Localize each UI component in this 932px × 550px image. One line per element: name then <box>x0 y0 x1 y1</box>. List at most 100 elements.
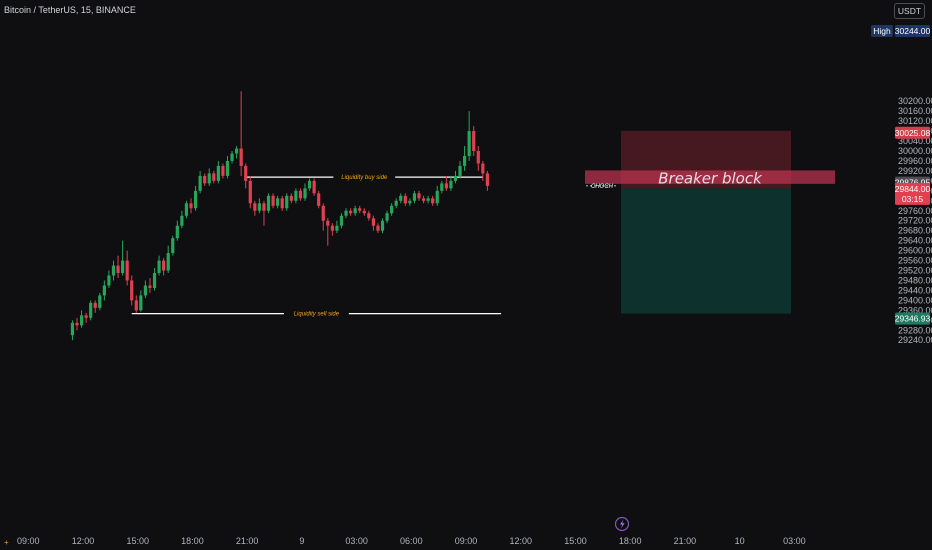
y-tick-label: 29960.00 <box>898 156 932 166</box>
x-tick-label: 15:00 <box>126 536 149 546</box>
candle <box>403 193 407 206</box>
candle <box>248 175 252 209</box>
candle <box>152 268 157 291</box>
candle <box>143 280 147 298</box>
candle <box>180 210 184 229</box>
x-tick-label: 12:00 <box>72 536 95 546</box>
liquidity-label-2: Liquidity sell side <box>294 312 340 318</box>
candle <box>289 193 293 204</box>
candle <box>239 91 243 176</box>
candle <box>303 183 307 201</box>
candle <box>467 111 471 161</box>
y-tick-label: 29440.00 <box>898 285 932 295</box>
choch-label: CHOCH <box>591 184 614 190</box>
candles-layer <box>70 91 489 341</box>
candle <box>335 220 339 234</box>
x-tick-label: 10 <box>735 536 745 546</box>
stop-price-tag-bg <box>895 126 930 139</box>
candle <box>367 210 371 221</box>
high-tag-label-bg <box>871 25 893 37</box>
candle <box>444 175 448 191</box>
candle <box>358 205 362 214</box>
price-tags: High 30244.00 30025.08 29876.9529844.0003:1… <box>871 25 930 325</box>
y-tick-label: 29400.00 <box>898 295 932 305</box>
candle <box>107 270 111 288</box>
candle <box>294 188 298 204</box>
candle <box>198 170 202 194</box>
x-tick-label: 18:00 <box>181 536 204 546</box>
candle <box>371 215 375 231</box>
candle <box>98 292 102 311</box>
candle <box>481 160 485 181</box>
y-tick-label: 29600.00 <box>898 246 932 256</box>
candle <box>390 203 394 216</box>
candle <box>349 208 353 216</box>
breaker-price-tag: 29876.95 <box>895 178 931 188</box>
candle <box>298 188 303 201</box>
candle <box>380 218 385 234</box>
currency-button[interactable]: USDT <box>894 3 925 19</box>
candle <box>125 250 129 286</box>
candle <box>271 193 275 209</box>
candle <box>212 170 216 184</box>
y-tick-label: 29920.00 <box>898 166 932 176</box>
candle <box>435 185 439 206</box>
x-tick-label: 06:00 <box>400 536 423 546</box>
candle <box>426 195 430 204</box>
candle <box>266 193 271 214</box>
candle <box>225 155 230 179</box>
candle <box>175 220 179 241</box>
candle <box>449 175 453 191</box>
target-price-tag: 29346.93 <box>895 314 931 324</box>
candle <box>421 195 426 204</box>
current-timer-tag-bg <box>895 192 930 205</box>
candle <box>157 255 161 276</box>
candle <box>134 295 138 313</box>
target-zone <box>621 188 791 314</box>
candle <box>235 146 239 159</box>
candle <box>75 317 79 331</box>
candle <box>89 300 93 321</box>
candle <box>166 245 170 274</box>
candle <box>244 163 248 189</box>
candle <box>339 213 344 229</box>
x-tick-label: 21:00 <box>236 536 259 546</box>
x-tick-label: 18:00 <box>619 536 642 546</box>
candle <box>453 170 458 184</box>
candle <box>476 146 480 171</box>
x-tick-label: 15:00 <box>564 536 587 546</box>
current-price-tag: 29844.00 <box>895 184 931 194</box>
candle <box>485 170 489 191</box>
candle <box>230 151 234 164</box>
x-axis[interactable]: 09:00 12:00 15:00 18:00 21:00 9 03:00 06:00 09:0… <box>17 536 806 546</box>
annotations-layer: Breaker block CHOCH <box>586 169 763 190</box>
y-tick-label: 29280.00 <box>898 325 932 335</box>
candle <box>276 195 280 209</box>
candle <box>440 180 444 194</box>
candle <box>285 193 289 211</box>
candle <box>262 200 266 226</box>
candle <box>431 195 435 206</box>
y-tick-label: 29240.00 <box>898 335 932 345</box>
candle <box>171 235 175 256</box>
candle <box>116 255 120 278</box>
x-tick-label: 03:00 <box>783 536 806 546</box>
zones-layer <box>585 130 835 314</box>
breaker-block-label: Breaker block <box>658 169 763 187</box>
candle <box>253 200 257 216</box>
lightning-icon[interactable] <box>614 516 630 532</box>
candle <box>321 203 325 231</box>
candle <box>221 163 225 179</box>
candle <box>203 173 207 186</box>
y-tick-label: 29360.00 <box>898 305 932 315</box>
high-tag-value: 30244.00 <box>895 26 931 36</box>
y-tick-label: 30040.00 <box>898 136 932 146</box>
x-tick-label: 09:00 <box>455 536 478 546</box>
candle <box>458 160 462 179</box>
candle <box>162 258 166 276</box>
candle <box>344 208 348 219</box>
candle <box>330 223 334 236</box>
x-tick-label: 09:00 <box>17 536 40 546</box>
candle <box>184 200 189 219</box>
